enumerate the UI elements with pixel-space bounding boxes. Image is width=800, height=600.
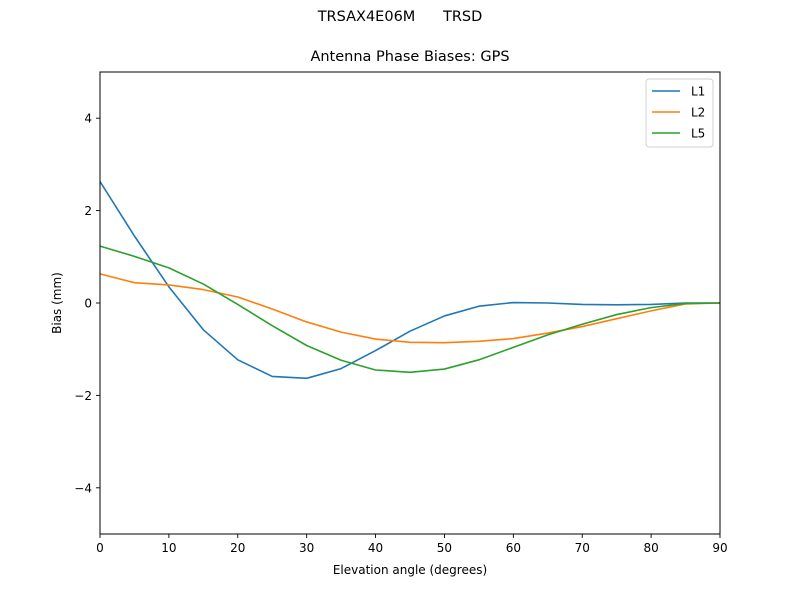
x-tick-label: 10 (161, 541, 176, 555)
x-tick-label: 0 (96, 541, 104, 555)
legend-label-l5: L5 (691, 127, 705, 141)
legend-label-l1: L1 (691, 85, 705, 99)
x-tick-label: 50 (437, 541, 452, 555)
x-tick-label: 60 (506, 541, 521, 555)
radome-model: TRSD (442, 9, 483, 25)
legend-box (645, 78, 714, 148)
series-line-l5 (99, 245, 721, 374)
y-tick-label: 0 (84, 297, 92, 311)
x-tick-label: 70 (575, 541, 590, 555)
x-tick-label: 40 (368, 541, 383, 555)
y-tick-label: 4 (84, 112, 92, 126)
plot-frame (99, 71, 721, 535)
legend-label-l2: L2 (691, 106, 705, 120)
x-tick-label: 90 (712, 541, 727, 555)
series-line-l2 (99, 273, 721, 344)
figure-suptitle: TRSAX4E06M TRSD (0, 9, 800, 25)
y-axis-label: Bias (mm) (50, 272, 64, 334)
antenna-model: TRSAX4E06M (317, 9, 416, 25)
x-tick-label: 80 (643, 541, 658, 555)
y-tick-label: 2 (84, 204, 92, 218)
chart-title: Antenna Phase Biases: GPS (310, 49, 510, 65)
series-line-l1 (99, 181, 720, 380)
x-tick-label: 30 (299, 541, 314, 555)
y-tick-label: −4 (74, 481, 92, 495)
x-tick-label: 20 (230, 541, 245, 555)
x-axis-label: Elevation angle (degrees) (333, 563, 487, 577)
y-tick-label: −2 (74, 389, 92, 403)
